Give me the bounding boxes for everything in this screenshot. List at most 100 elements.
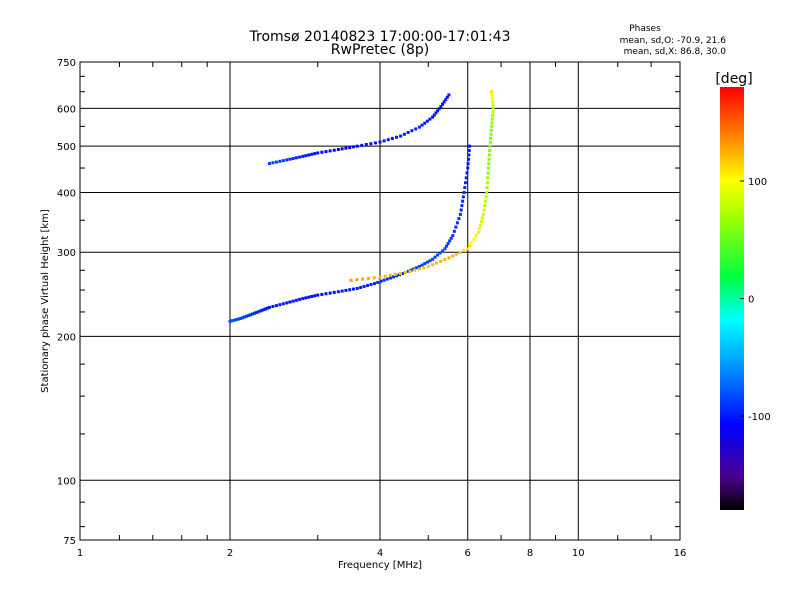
trace-point (281, 302, 285, 306)
trace-point (304, 154, 308, 158)
trace-point (252, 311, 256, 315)
trace-point (328, 291, 332, 295)
trace-point (491, 106, 495, 110)
trace-point (386, 138, 390, 142)
trace-point (460, 204, 464, 208)
trace-point (355, 144, 359, 148)
trace-point (271, 304, 275, 308)
trace-point (462, 249, 466, 253)
trace-point (426, 265, 430, 269)
plot-frame (79, 61, 681, 541)
trace-point (468, 244, 472, 248)
trace-point (491, 114, 495, 118)
trace-point (423, 121, 427, 125)
trace-point (458, 250, 462, 254)
trace-point (436, 253, 440, 257)
trace-point (344, 288, 348, 292)
trace-point (491, 100, 495, 104)
trace-point (232, 318, 236, 322)
trace-point (490, 121, 494, 125)
trace-point (470, 240, 474, 244)
trace-point (463, 186, 467, 190)
trace-point (362, 284, 366, 288)
trace-point (414, 127, 418, 131)
trace-point (360, 143, 364, 147)
trace-point (401, 272, 405, 276)
x-tick-label: 4 (377, 548, 383, 559)
trace-point (256, 310, 260, 314)
x-axis-ticks: 1 2 4 6 8 10 16 (77, 62, 687, 559)
trace-point (488, 149, 492, 153)
x-tick-label: 6 (465, 548, 471, 559)
trace-point (467, 149, 471, 153)
trace-point (445, 95, 449, 99)
trace-point (486, 166, 490, 170)
trace-point (281, 159, 285, 163)
trace-point (262, 308, 266, 312)
trace-point (487, 157, 491, 161)
trace-point (490, 117, 494, 121)
trace-point (451, 234, 455, 238)
trace-point (328, 149, 332, 153)
trace-point (382, 139, 386, 143)
trace-point (413, 268, 417, 272)
y-tick-label: 100 (57, 476, 76, 487)
trace-point (236, 317, 240, 321)
trace-point (316, 293, 320, 297)
trace-point (355, 278, 359, 282)
trace-point (417, 125, 421, 129)
trace-point (389, 276, 393, 280)
trace-point (340, 147, 344, 151)
trace-point (373, 141, 377, 145)
trace-point (451, 254, 455, 258)
trace-point (372, 276, 376, 280)
trace-point (228, 319, 232, 323)
trace-point (307, 153, 311, 157)
trace-point (468, 144, 472, 148)
trace-point (422, 266, 426, 270)
trace-point (490, 124, 494, 128)
trace-point (402, 132, 406, 136)
trace-point (476, 230, 480, 234)
trace-point (366, 276, 370, 280)
trace-point (423, 262, 427, 266)
trace-point (489, 128, 493, 132)
trace-point (278, 159, 282, 163)
trace-point (443, 247, 447, 251)
trace-point (288, 300, 292, 304)
trace-point (234, 318, 238, 322)
trace-point (399, 134, 403, 138)
trace-point (379, 279, 383, 283)
trace-point (239, 316, 243, 320)
trace-point (359, 285, 363, 289)
trace-point (274, 160, 278, 164)
trace-point (304, 296, 308, 300)
x-tick-label: 16 (674, 548, 687, 559)
trace-point (247, 313, 251, 317)
colorbar-label: [deg] (715, 71, 752, 87)
trace-point (378, 275, 382, 279)
trace-point (457, 217, 461, 221)
trace-point (466, 162, 470, 166)
trace-point (385, 277, 389, 281)
trace-point (425, 119, 429, 123)
colorbar-tick-label: -100 (748, 412, 771, 423)
trace-point (491, 110, 495, 114)
phase-info-title: Phases (629, 24, 661, 34)
trace-point (441, 102, 445, 106)
trace-point (245, 314, 249, 318)
trace-point (448, 239, 452, 243)
trace-point (332, 148, 336, 152)
trace-point (466, 247, 470, 251)
trace-point (369, 283, 373, 287)
trace-point (410, 129, 414, 133)
trace-point (417, 267, 421, 271)
y-axis-label: Stationary phase Virtual Height [km] (40, 209, 51, 393)
trace-point (443, 258, 447, 262)
trace-point (393, 272, 397, 276)
trace-point (406, 130, 410, 134)
trace-point (447, 256, 451, 260)
trace-point (243, 315, 247, 319)
trace-point (310, 152, 314, 156)
